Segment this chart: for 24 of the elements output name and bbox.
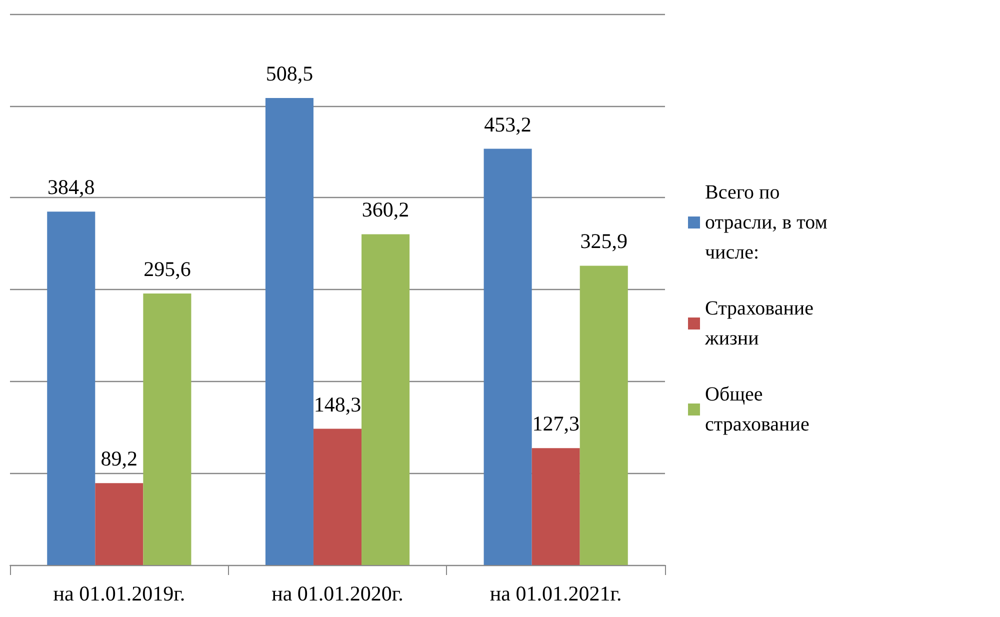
legend-label: Страхование жизни — [704, 298, 819, 350]
x-tick-label: на 01.01.2019г. — [53, 582, 186, 606]
data-label: 384,8 — [48, 175, 95, 200]
data-label: 360,2 — [362, 198, 410, 222]
bar — [484, 148, 532, 565]
bar — [532, 448, 580, 565]
bar — [47, 212, 96, 565]
bar — [265, 98, 314, 565]
data-label: 89,2 — [100, 446, 138, 471]
x-tick-label: на 01.01.2020г. — [272, 582, 404, 606]
legend-label: Всего по отрасли, в том числе: — [705, 182, 832, 264]
data-label: 295,6 — [144, 257, 191, 282]
x-tick-label: на 01.01.2021г. — [490, 582, 622, 606]
bar — [362, 234, 410, 565]
data-label: 127,3 — [532, 412, 580, 436]
data-label: 148,3 — [314, 392, 362, 416]
legend-label: Общее страхование — [705, 384, 810, 436]
data-label: 325,9 — [580, 229, 628, 254]
bar — [95, 483, 144, 565]
bar — [143, 294, 192, 565]
bar — [313, 428, 362, 565]
bar — [580, 266, 628, 565]
data-label: 453,2 — [484, 112, 532, 136]
data-label: 508,5 — [266, 62, 314, 86]
